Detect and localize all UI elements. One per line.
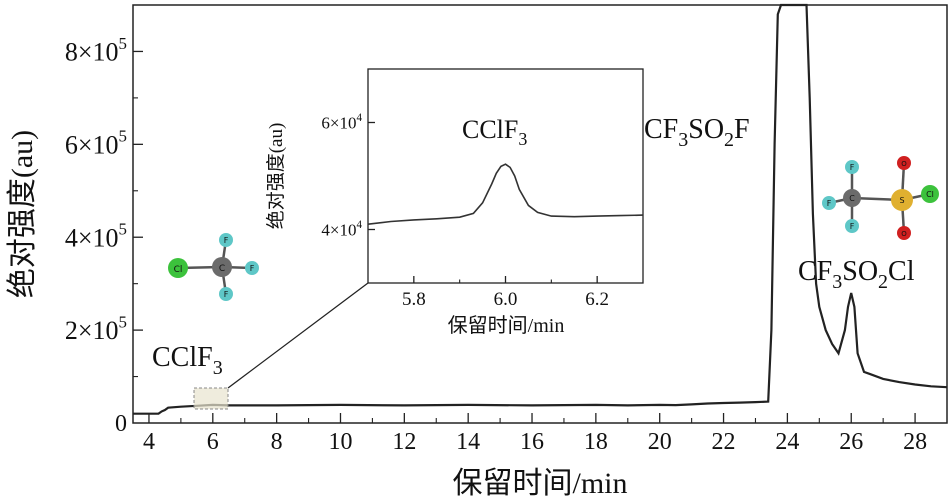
svg-text:F: F	[827, 199, 832, 208]
x-tick-label: 22	[712, 429, 736, 455]
molecule-cclf3: Cl F F F C	[168, 233, 259, 301]
y-tick-label: 4×105	[65, 220, 127, 253]
label-cf3so2cl: CF3SO2Cl	[798, 256, 915, 293]
x-tick-label: 20	[648, 429, 672, 455]
x-tick-label: 26	[839, 429, 863, 455]
x-tick-label: 12	[392, 429, 416, 455]
main-x-label: 保留时间/min	[452, 467, 627, 498]
inset-y-ticks: 4×104 6×104	[321, 112, 375, 240]
svg-text:F: F	[850, 163, 855, 172]
x-tick-label: 10	[328, 429, 352, 455]
inset-series-line	[367, 163, 644, 225]
svg-text:C: C	[849, 194, 855, 203]
y-tick-label: 4×104	[321, 219, 362, 240]
y-tick-label: 6×104	[321, 112, 362, 133]
svg-text:F: F	[224, 236, 229, 245]
inset-plot-frame	[367, 68, 644, 284]
molecule-cf3so2cl: F F F C S O O Cl	[822, 156, 939, 240]
atom-cl	[168, 258, 188, 278]
atom-f	[219, 233, 233, 247]
svg-text:Cl: Cl	[926, 190, 934, 199]
svg-text:S: S	[899, 196, 904, 205]
zoom-connector-line	[227, 282, 369, 389]
x-tick-label: 5.8	[402, 289, 426, 310]
y-tick-label: 2×105	[65, 313, 127, 346]
x-tick-label: 14	[456, 429, 480, 455]
y-tick-label: 8×105	[65, 34, 127, 67]
y-tick-label: 0	[115, 411, 127, 437]
label-cclf3-main: CClF3	[152, 342, 223, 379]
main-series-line	[133, 3, 948, 415]
x-tick-label: 16	[520, 429, 544, 455]
x-tick-label: 24	[775, 429, 799, 455]
atom-c	[212, 257, 232, 277]
svg-text:F: F	[224, 290, 229, 299]
inset-label-cclf3: CClF3	[462, 115, 527, 149]
x-tick-label: 6.0	[494, 289, 518, 310]
svg-text:Cl: Cl	[174, 265, 183, 275]
zoom-region-box	[193, 387, 229, 410]
label-cf3so2f: CF3SO2F	[644, 114, 750, 151]
main-x-ticks: 4 6 8 10 12 14 16 18 20 22 24 26 28	[143, 413, 927, 455]
x-tick-label: 8	[271, 429, 283, 455]
x-tick-label: 28	[903, 429, 927, 455]
x-tick-label: 4	[143, 429, 155, 455]
y-tick-label: 6×105	[65, 127, 127, 160]
svg-text:F: F	[850, 222, 855, 231]
main-y-label: 绝对强度(au)	[6, 130, 39, 298]
main-y-ticks: 0 2×105 4×105 6×105 8×105	[65, 34, 143, 437]
svg-text:O: O	[901, 160, 907, 168]
x-tick-label: 6.2	[585, 289, 609, 310]
inset-x-label: 保留时间/min	[448, 314, 565, 337]
svg-text:F: F	[250, 264, 255, 273]
atom-f	[219, 287, 233, 301]
x-tick-label: 6	[207, 429, 219, 455]
main-plot-frame	[132, 4, 948, 424]
atom-f	[245, 261, 259, 275]
x-tick-label: 18	[584, 429, 608, 455]
svg-text:C: C	[219, 264, 225, 274]
svg-text:O: O	[901, 230, 907, 238]
inset-x-ticks: 5.8 6.0 6.2	[402, 276, 609, 310]
inset-y-label: 绝对强度(au)	[265, 123, 287, 230]
